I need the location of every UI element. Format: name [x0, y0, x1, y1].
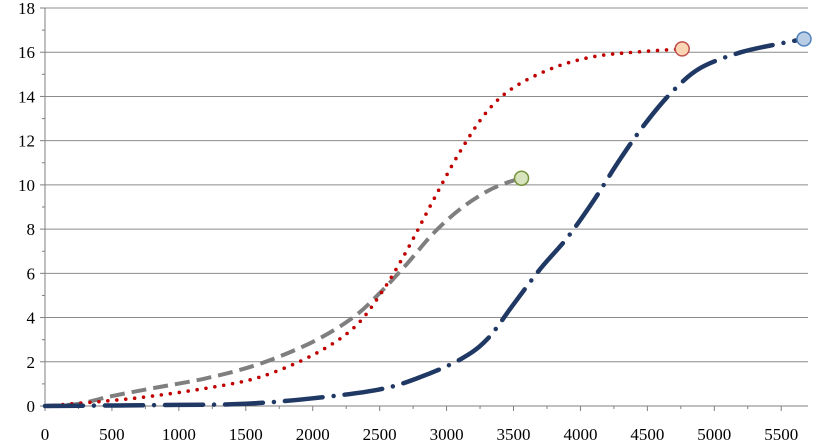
y-tick-label: 18	[18, 0, 35, 18]
x-tick-label: 2000	[296, 425, 330, 444]
series-end-marker-dashed	[513, 170, 530, 187]
x-tick-label: 2500	[363, 425, 397, 444]
series-line-dash-dot	[42, 36, 807, 409]
x-tick-label: 5000	[697, 425, 731, 444]
x-tick-label: 500	[99, 425, 125, 444]
series-lines	[42, 36, 807, 409]
tick-labels: 0 2 4 6 8 10 12 14 16 18 0 500 1000 1500 2000 2500 3000 3…	[18, 0, 798, 444]
y-tick-label: 2	[27, 353, 36, 372]
x-tick-label: 5500	[764, 425, 798, 444]
axes	[40, 7, 808, 411]
x-tick-label: 4000	[563, 425, 597, 444]
y-tick-label: 16	[18, 43, 35, 62]
series-end-marker-dash-dot	[796, 31, 812, 47]
end-markers	[513, 31, 812, 187]
y-tick-label: 0	[27, 397, 36, 416]
x-tick-label: 1500	[229, 425, 263, 444]
y-tick-label: 8	[27, 220, 36, 239]
series-line-dashed	[44, 176, 523, 408]
x-tick-label: 3000	[430, 425, 464, 444]
series-line-dotted	[43, 47, 684, 408]
y-tick-label: 14	[18, 87, 36, 106]
y-tick-label: 6	[27, 264, 36, 283]
x-tick-label: 1000	[162, 425, 196, 444]
x-tick-label: 0	[41, 425, 50, 444]
x-tick-label: 3500	[497, 425, 531, 444]
y-tick-label: 4	[27, 309, 36, 328]
series-end-marker-dotted	[674, 41, 690, 57]
y-tick-label: 10	[18, 176, 35, 195]
gridlines	[45, 7, 808, 363]
x-tick-label: 4500	[630, 425, 664, 444]
y-tick-label: 12	[18, 132, 35, 151]
